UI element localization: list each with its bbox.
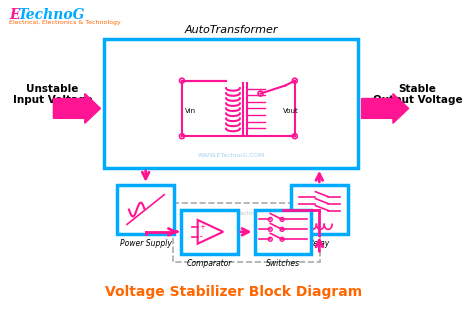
Text: Comparator: Comparator — [187, 259, 232, 268]
FancyArrow shape — [362, 94, 409, 123]
Text: E: E — [9, 8, 20, 22]
Text: Power Supply: Power Supply — [120, 239, 172, 248]
Bar — [173, 202, 320, 262]
Text: WWW.ETechnoG.COM: WWW.ETechnoG.COM — [197, 154, 264, 158]
Text: Relay: Relay — [309, 239, 330, 248]
Text: WWW.ETechnoG.COM: WWW.ETechnoG.COM — [218, 211, 276, 216]
Text: AutoTransformer: AutoTransformer — [184, 25, 278, 35]
Bar — [104, 39, 357, 168]
Text: Vin: Vin — [185, 108, 196, 115]
Text: Voltage Stabilizer Block Diagram: Voltage Stabilizer Block Diagram — [105, 285, 363, 299]
Text: +: + — [200, 224, 206, 230]
Text: -: - — [200, 232, 202, 241]
Bar — [117, 185, 174, 234]
Bar — [181, 210, 238, 254]
Text: Stable
Output Voltage: Stable Output Voltage — [373, 84, 462, 105]
Text: Switches: Switches — [266, 259, 300, 268]
Text: Electrical, Electronics & Technology: Electrical, Electronics & Technology — [9, 20, 121, 25]
Text: Unstable
Input Voltage: Unstable Input Voltage — [12, 84, 92, 105]
Text: TechnoG: TechnoG — [17, 8, 84, 22]
Bar — [291, 185, 348, 234]
Bar — [255, 210, 311, 254]
Text: Vout: Vout — [283, 108, 299, 115]
FancyArrow shape — [54, 94, 100, 123]
